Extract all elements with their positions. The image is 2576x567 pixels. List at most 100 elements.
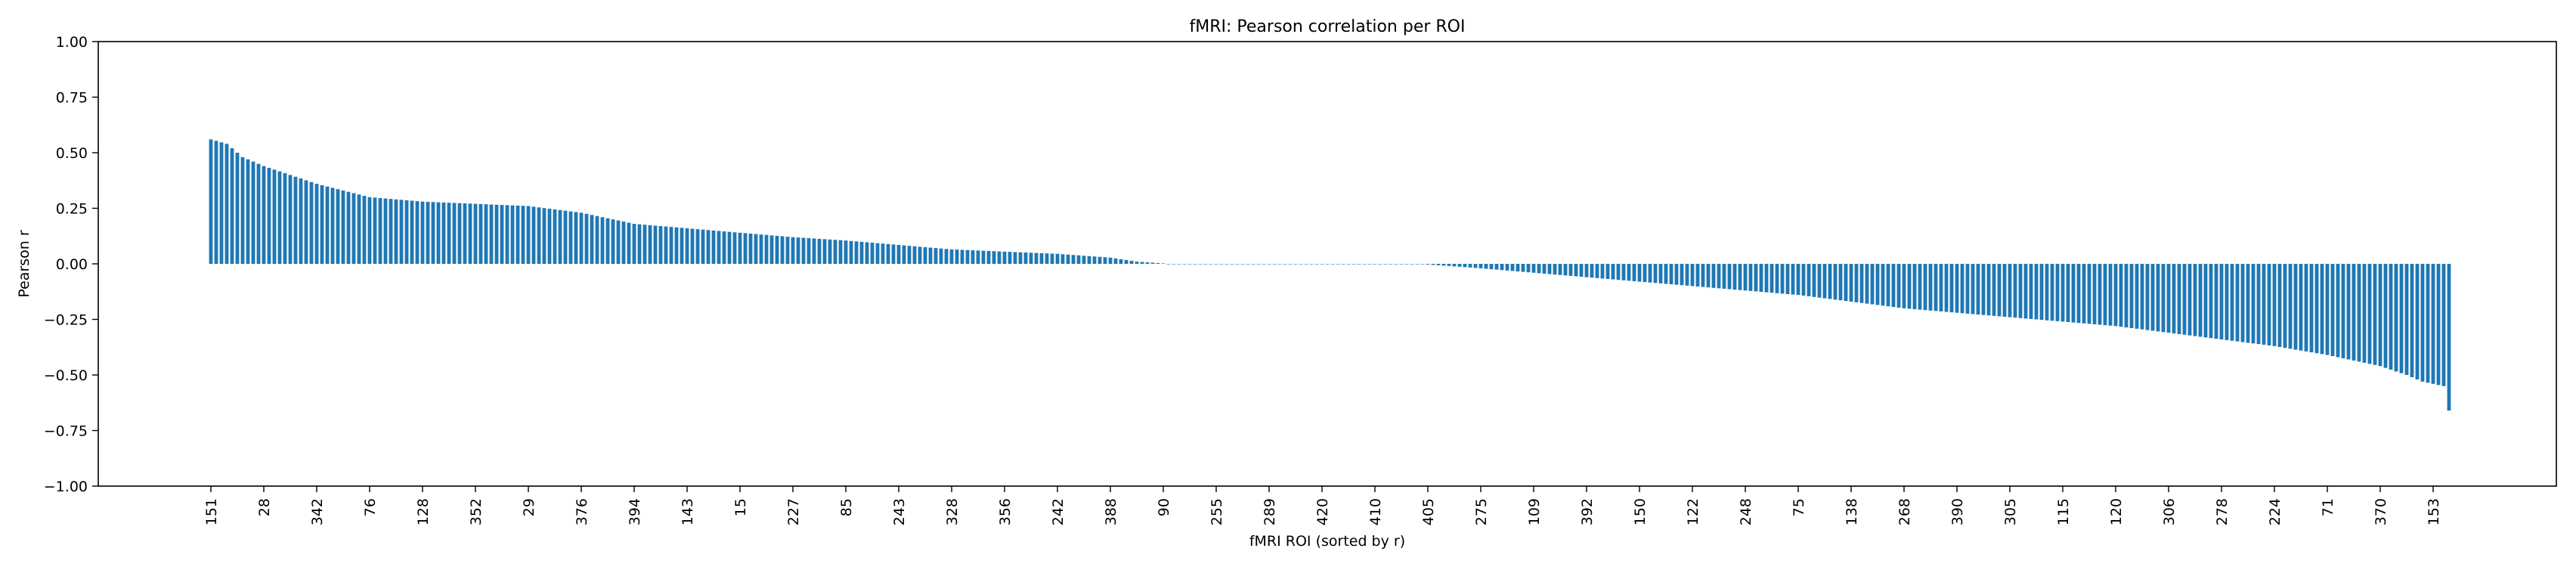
bar bbox=[859, 241, 864, 264]
bar bbox=[1568, 264, 1573, 276]
bar bbox=[2330, 264, 2335, 357]
bar bbox=[2156, 264, 2160, 332]
bar bbox=[1293, 264, 1298, 265]
bar bbox=[2182, 264, 2187, 335]
bar bbox=[923, 246, 927, 264]
bar bbox=[1362, 264, 1367, 265]
bar bbox=[1367, 264, 1372, 265]
bar bbox=[1288, 264, 1293, 265]
bar bbox=[1113, 258, 1118, 264]
bar bbox=[1277, 264, 1282, 265]
bar bbox=[2389, 264, 2393, 370]
x-tick-label: 138 bbox=[1844, 498, 1860, 525]
x-tick-label: 224 bbox=[2267, 498, 2283, 525]
bar bbox=[1235, 264, 1240, 265]
bar bbox=[1886, 264, 1890, 307]
bar bbox=[447, 203, 451, 264]
bar bbox=[695, 229, 700, 264]
bar bbox=[1272, 264, 1277, 265]
bar bbox=[2399, 264, 2404, 373]
bar bbox=[1595, 264, 1599, 278]
bar bbox=[468, 203, 472, 264]
bar bbox=[1865, 264, 1869, 304]
bar bbox=[2367, 264, 2372, 364]
bar bbox=[1230, 264, 1234, 265]
bar bbox=[2045, 264, 2049, 321]
bar bbox=[1383, 264, 1388, 265]
bar bbox=[1833, 264, 1838, 300]
bar bbox=[1246, 264, 1250, 265]
bar bbox=[2050, 264, 2054, 321]
bar bbox=[1447, 264, 1451, 266]
bar bbox=[1045, 253, 1049, 264]
bar bbox=[2251, 264, 2256, 344]
bar bbox=[780, 236, 785, 264]
bar bbox=[1283, 264, 1287, 265]
bar bbox=[1521, 264, 1525, 272]
bar bbox=[2103, 264, 2107, 326]
x-tick-label: 151 bbox=[203, 498, 220, 525]
x-tick-label: 388 bbox=[1103, 498, 1119, 525]
bar bbox=[1849, 264, 1853, 302]
bar bbox=[1135, 262, 1139, 264]
bar bbox=[822, 239, 827, 264]
bar bbox=[748, 234, 753, 264]
bar bbox=[2320, 264, 2324, 355]
bar bbox=[1658, 264, 1663, 284]
x-tick-label: 76 bbox=[362, 498, 379, 516]
bar bbox=[870, 243, 875, 264]
bar bbox=[1674, 264, 1679, 285]
bar bbox=[1452, 264, 1457, 267]
bar bbox=[494, 204, 499, 264]
x-tick-label: 392 bbox=[1579, 498, 1596, 525]
bar bbox=[1653, 264, 1658, 284]
bar bbox=[309, 181, 314, 264]
bar bbox=[2098, 264, 2102, 325]
bar bbox=[1484, 264, 1488, 269]
bar bbox=[955, 249, 959, 264]
bar bbox=[1256, 264, 1261, 265]
bar bbox=[1748, 264, 1753, 291]
bar bbox=[367, 197, 372, 264]
bar bbox=[478, 203, 483, 264]
bar bbox=[378, 197, 382, 264]
bar bbox=[1817, 264, 1822, 298]
bar bbox=[1769, 264, 1774, 293]
bar bbox=[1098, 256, 1102, 264]
bar bbox=[1706, 264, 1711, 288]
bar bbox=[1510, 264, 1515, 271]
bar bbox=[2431, 264, 2435, 384]
bar bbox=[1600, 264, 1605, 279]
x-tick-label: 29 bbox=[521, 498, 537, 516]
bar bbox=[2304, 264, 2308, 352]
bar bbox=[2150, 264, 2155, 331]
bar bbox=[1780, 264, 1785, 294]
bar bbox=[346, 191, 351, 264]
bar bbox=[240, 156, 245, 264]
bar bbox=[2187, 264, 2192, 336]
bar bbox=[383, 198, 388, 264]
bar bbox=[1637, 264, 1642, 282]
bar bbox=[669, 227, 673, 264]
bar bbox=[1621, 264, 1626, 280]
bar bbox=[1891, 264, 1896, 308]
bar bbox=[389, 199, 393, 264]
bar bbox=[325, 186, 330, 264]
bar bbox=[2082, 264, 2086, 324]
bar bbox=[2092, 264, 2097, 324]
bar bbox=[1251, 264, 1255, 265]
bar bbox=[2314, 264, 2319, 354]
bar bbox=[1108, 257, 1113, 264]
bar bbox=[944, 249, 949, 264]
bar bbox=[2219, 264, 2224, 339]
bar bbox=[373, 197, 377, 264]
bar bbox=[2008, 264, 2012, 318]
bar bbox=[246, 159, 250, 264]
x-tick-label: 242 bbox=[1050, 498, 1067, 525]
bar bbox=[2341, 264, 2345, 358]
x-tick-label: 243 bbox=[891, 498, 908, 525]
bar bbox=[1172, 264, 1176, 265]
bar bbox=[1934, 264, 1938, 311]
bar bbox=[1875, 264, 1880, 305]
